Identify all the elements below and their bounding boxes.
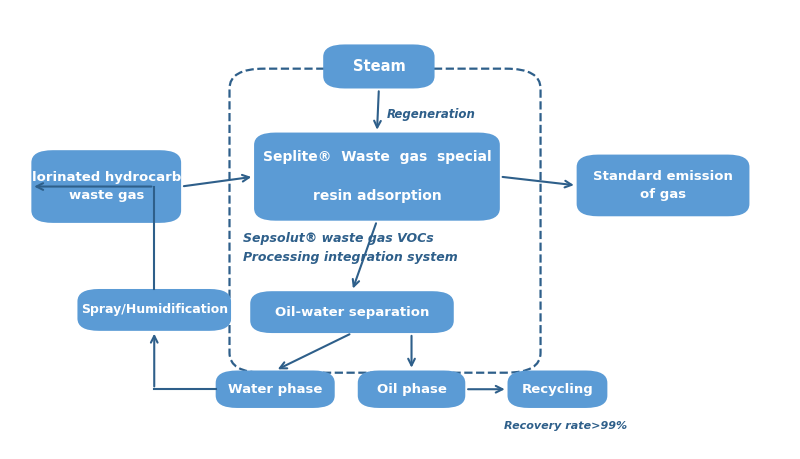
Text: Steam: Steam: [353, 59, 406, 74]
FancyBboxPatch shape: [323, 45, 434, 89]
Text: Sepsolut® waste gas VOCs: Sepsolut® waste gas VOCs: [243, 232, 434, 245]
Text: Regeneration: Regeneration: [386, 108, 475, 122]
Text: Seplite®  Waste  gas  special

resin adsorption: Seplite® Waste gas special resin adsorpt…: [262, 150, 491, 203]
FancyBboxPatch shape: [358, 370, 466, 408]
Text: Oil phase: Oil phase: [377, 383, 446, 396]
Text: Recovery rate>99%: Recovery rate>99%: [504, 421, 627, 431]
Text: Recycling: Recycling: [522, 383, 594, 396]
FancyBboxPatch shape: [254, 133, 500, 221]
Text: Standard emission
of gas: Standard emission of gas: [593, 170, 733, 201]
FancyBboxPatch shape: [250, 291, 454, 333]
FancyBboxPatch shape: [216, 370, 334, 408]
FancyBboxPatch shape: [31, 150, 181, 223]
Text: Oil-water separation: Oil-water separation: [275, 306, 429, 319]
Text: Spray/Humidification: Spray/Humidification: [81, 303, 228, 316]
FancyBboxPatch shape: [78, 289, 231, 331]
FancyBboxPatch shape: [507, 370, 607, 408]
Text: Water phase: Water phase: [228, 383, 322, 396]
Text: Processing integration system: Processing integration system: [243, 251, 458, 264]
FancyBboxPatch shape: [577, 155, 750, 216]
Text: Chlorinated hydrocarbon
waste gas: Chlorinated hydrocarbon waste gas: [13, 171, 200, 202]
